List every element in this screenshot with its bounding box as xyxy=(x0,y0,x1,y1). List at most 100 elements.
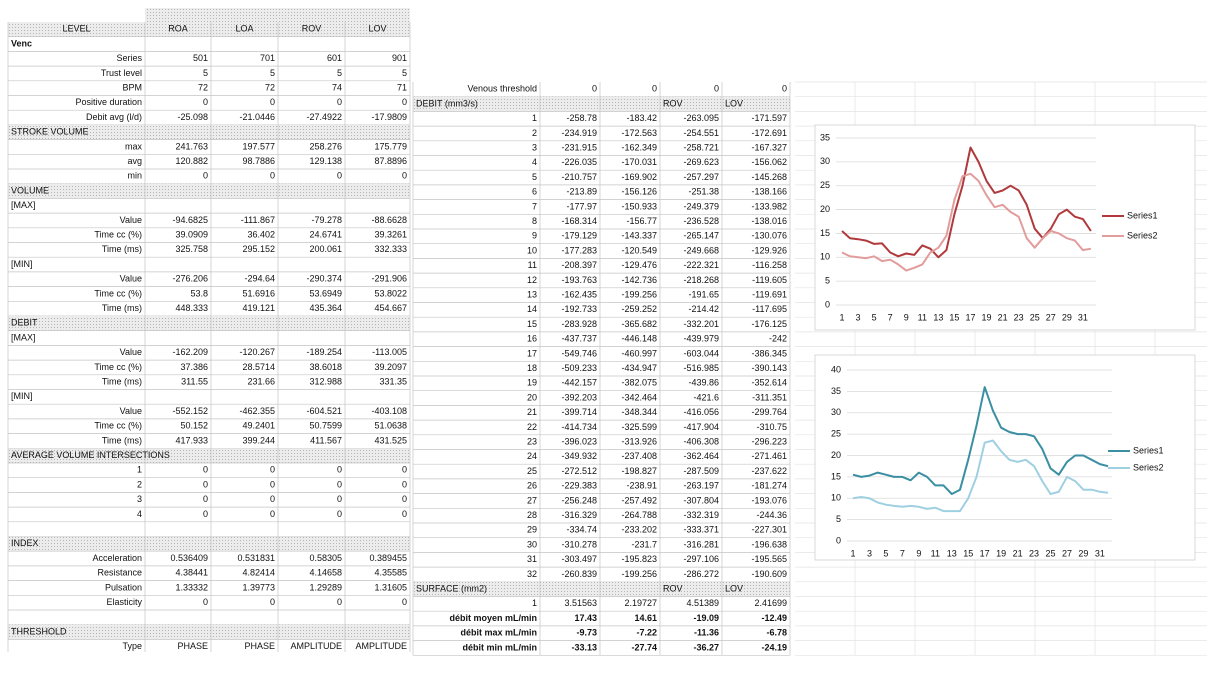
cell-value: -190.609 xyxy=(751,569,787,579)
cell-value: -233.202 xyxy=(621,525,657,535)
row-label: 5 xyxy=(532,172,537,182)
row-label: 17 xyxy=(527,348,537,358)
cell-value: 0 xyxy=(337,509,342,519)
cell-value: -276.206 xyxy=(172,274,208,284)
cell-value: -257.297 xyxy=(683,172,719,182)
legend-label: Series1 xyxy=(1127,210,1158,220)
cell-value: -94.6825 xyxy=(172,215,208,225)
column-strip xyxy=(145,8,410,22)
cell-value: -156.062 xyxy=(751,157,787,167)
cell-value: -313.926 xyxy=(621,437,657,447)
cell-value: 0 xyxy=(270,479,275,489)
x-tick-label: 21 xyxy=(998,312,1008,322)
header-fill xyxy=(8,183,410,199)
cell-value: 3.51563 xyxy=(564,598,597,608)
cell-value: -446.148 xyxy=(621,334,657,344)
cell-value: -12.49 xyxy=(761,613,787,623)
cell-value: 0 xyxy=(402,171,407,181)
cell-value: -516.985 xyxy=(683,363,719,373)
cell-value: -382.075 xyxy=(621,378,657,388)
cell-value: 1.31605 xyxy=(374,582,407,592)
header-fill xyxy=(413,581,790,597)
cell-value: -172.691 xyxy=(751,128,787,138)
row-label: [MIN] xyxy=(11,391,33,401)
cell-value: 5 xyxy=(402,68,407,78)
cell-value: -349.932 xyxy=(561,451,597,461)
cell-value: -25.098 xyxy=(177,112,208,122)
x-tick-label: 7 xyxy=(888,312,893,322)
cell-value: -181.274 xyxy=(751,481,787,491)
cell-value: 175.779 xyxy=(374,141,407,151)
x-tick-label: 25 xyxy=(1046,548,1056,558)
cell-value: -297.106 xyxy=(683,554,719,564)
cell-value: 435.364 xyxy=(309,303,342,313)
row-label: THRESHOLD xyxy=(11,626,67,636)
row-label: Time cc (%) xyxy=(94,362,142,372)
cell-value: 1.29289 xyxy=(309,582,342,592)
x-tick-label: 9 xyxy=(916,548,921,558)
cell-value: 39.0909 xyxy=(175,230,208,240)
cell-value: -27.74 xyxy=(631,642,657,652)
cell-value: 0 xyxy=(337,171,342,181)
row-label: 18 xyxy=(527,363,537,373)
row-label: Elasticity xyxy=(106,597,142,607)
cell-value: -265.147 xyxy=(683,231,719,241)
cell-value: 901 xyxy=(392,53,407,63)
row-label: 28 xyxy=(527,510,537,520)
y-tick-label: 5 xyxy=(825,276,830,286)
row-label: avg xyxy=(127,156,142,166)
series-line xyxy=(852,439,1109,513)
cell-value: 0 xyxy=(270,494,275,504)
cell-value: -11.36 xyxy=(694,628,719,638)
cell-value: -294.64 xyxy=(244,274,275,284)
cell-value: -256.248 xyxy=(561,495,597,505)
cell-value: -79.278 xyxy=(311,215,342,225)
cell-value: 0 xyxy=(337,479,342,489)
x-tick-label: 1 xyxy=(850,548,855,558)
row-label: 26 xyxy=(527,481,537,491)
cell-value: -310.75 xyxy=(756,422,787,432)
row-label: Value xyxy=(120,347,142,357)
y-tick-label: 5 xyxy=(836,514,841,524)
cell-value: 17.43 xyxy=(574,613,597,623)
header-fill xyxy=(413,96,790,112)
cell-value: -251.38 xyxy=(688,187,719,197)
row-label: 20 xyxy=(527,392,537,402)
cell-value: -130.076 xyxy=(751,231,787,241)
row-label: 19 xyxy=(527,378,537,388)
cell-value: -392.203 xyxy=(561,392,597,402)
cell-value: 399.244 xyxy=(242,435,275,445)
header-fill xyxy=(8,624,410,640)
cell-value: 200.061 xyxy=(309,244,342,254)
y-tick-label: 30 xyxy=(831,407,841,417)
x-tick-label: 1 xyxy=(839,312,844,322)
cell-value: -263.197 xyxy=(683,481,719,491)
cell-value: -462.355 xyxy=(239,406,275,416)
cell-value: 50.152 xyxy=(180,421,208,431)
cell-value: -88.6628 xyxy=(371,215,407,225)
cell-value: -238.91 xyxy=(626,481,657,491)
cell-value: -264.788 xyxy=(621,510,657,520)
cell-value: 0 xyxy=(402,597,407,607)
cell-value: 325.758 xyxy=(175,244,208,254)
row-label: Time cc (%) xyxy=(94,421,142,431)
cell-value: 2.41699 xyxy=(754,598,787,608)
cell-value: -234.919 xyxy=(561,128,597,138)
cell-value: -111.867 xyxy=(241,215,275,225)
row-label: débit min mL/min xyxy=(462,642,537,652)
cell-value: -116.258 xyxy=(752,260,787,270)
cell-value: -138.166 xyxy=(751,187,787,197)
cell-value: -348.344 xyxy=(621,407,657,417)
cell-value: -414.734 xyxy=(561,422,597,432)
row-label: [MAX] xyxy=(11,200,36,210)
cell-value: 36.402 xyxy=(247,230,275,240)
x-tick-label: 27 xyxy=(1046,312,1056,322)
cell-value: 0 xyxy=(270,597,275,607)
cell-value: ROV xyxy=(302,24,322,34)
cell-value: -119.605 xyxy=(752,275,787,285)
row-label: 16 xyxy=(527,334,537,344)
row-label: 12 xyxy=(527,275,537,285)
cell-value: -417.904 xyxy=(683,422,719,432)
cell-value: 312.988 xyxy=(309,377,342,387)
